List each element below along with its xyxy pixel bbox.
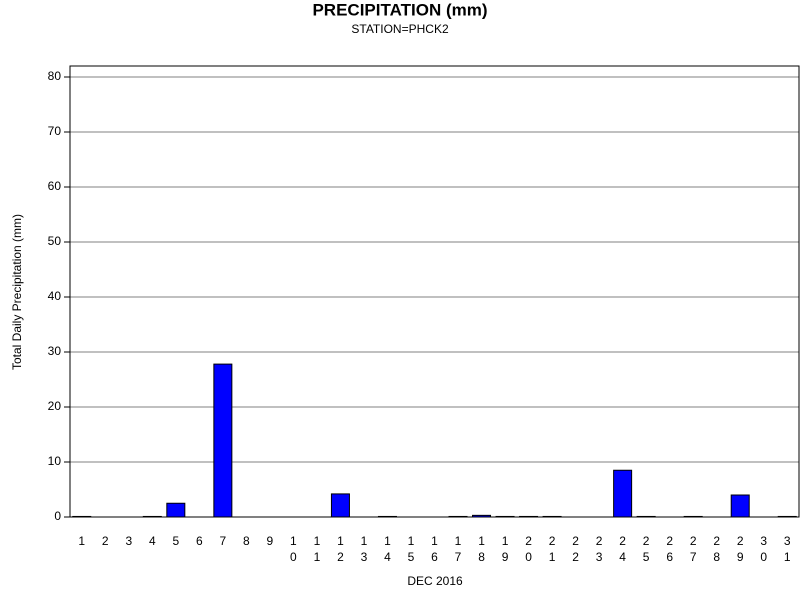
x-tick-label: 8: [243, 534, 250, 548]
y-tick-label: 0: [54, 509, 61, 523]
x-tick-label: 9: [267, 534, 274, 548]
chart-subtitle: STATION=PHCK2: [351, 22, 449, 36]
bar: [472, 514, 492, 518]
x-tick-label: 1: [78, 534, 85, 548]
bar: [777, 515, 797, 518]
bar: [683, 515, 703, 518]
bar: [730, 494, 750, 518]
bar: [448, 515, 468, 518]
bar: [542, 515, 562, 518]
x-axis-label: DEC 2016: [407, 574, 463, 588]
bar: [636, 515, 656, 518]
y-tick-label: 40: [48, 289, 62, 303]
y-tick-label: 10: [48, 454, 62, 468]
plot-frame: [69, 65, 800, 518]
bar: [613, 469, 633, 518]
x-tick-label: 5: [172, 534, 179, 548]
y-tick-label: 20: [48, 399, 62, 413]
bar: [166, 502, 186, 518]
bar: [495, 515, 515, 518]
bar: [72, 515, 92, 518]
bar: [377, 515, 397, 518]
y-tick-label: 50: [48, 234, 62, 248]
y-tick-label: 80: [48, 69, 62, 83]
y-axis-label: Total Daily Precipitation (mm): [10, 214, 24, 370]
bar: [330, 493, 350, 518]
bar: [213, 363, 233, 518]
chart-title: PRECIPITATION (mm): [312, 0, 487, 19]
x-tick-label: 7: [220, 534, 227, 548]
y-tick-label: 70: [48, 124, 62, 138]
x-tick-label: 4: [149, 534, 156, 548]
x-tick-label: 3: [125, 534, 132, 548]
x-tick-label: 6: [196, 534, 203, 548]
bar: [519, 515, 539, 518]
bar: [142, 515, 162, 518]
y-tick-label: 60: [48, 179, 62, 193]
y-tick-label: 30: [48, 344, 62, 358]
x-tick-label: 2: [102, 534, 109, 548]
